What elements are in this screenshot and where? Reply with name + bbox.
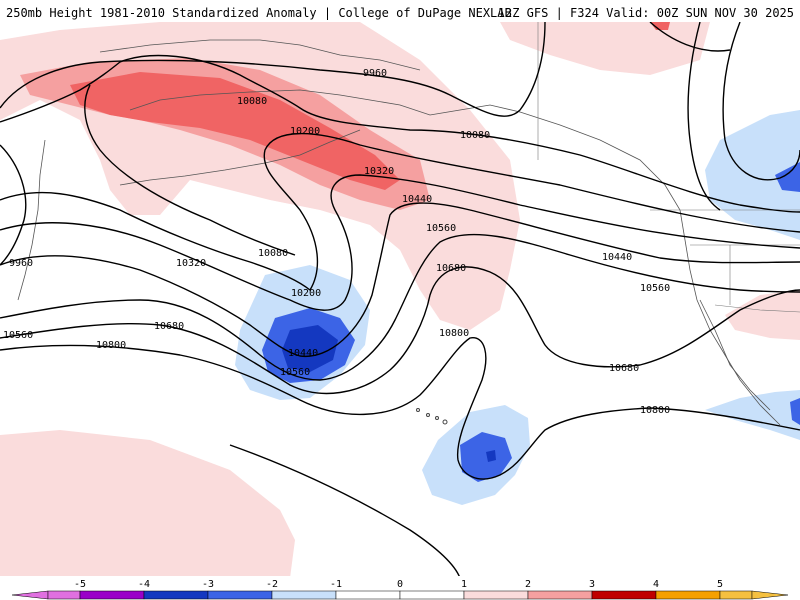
anomaly-map: 9960 9960 10080 10080 10080 10200 10200 … [0, 22, 800, 578]
coastline-alaska [129, 89, 686, 241]
anomaly-region-pos3 [70, 72, 400, 190]
hawaii-islands [416, 408, 448, 425]
colorbar-segment-zero-neg [335, 590, 401, 600]
contour-east-loop-2 [722, 22, 800, 181]
coastline-west-us [684, 239, 781, 426]
anomaly-region-neg2-nw [775, 162, 800, 192]
contour-label: 10800 [439, 328, 469, 339]
contour-10800 [0, 337, 800, 480]
colorbar-tick-label: 0 [397, 579, 403, 590]
model-run-info: 12Z GFS | F324 Valid: 00Z SUN NOV 30 202… [497, 6, 794, 20]
coastline-kamchatka [17, 139, 46, 301]
colorbar-segment-neg4 [79, 590, 145, 600]
contour-9960-west [0, 144, 27, 266]
colorbar-segment-neg1 [271, 590, 337, 600]
coastline-bering-north [99, 39, 421, 71]
contour-label: 10320 [364, 166, 394, 177]
colorbar-segment-pos5 [719, 590, 753, 600]
colorbar-segment-pos2 [527, 590, 593, 600]
contour-10320 [0, 174, 800, 311]
anomaly-region-neg3-pacific [282, 325, 338, 372]
colorbar-segment-neg2 [207, 590, 273, 600]
contour-label: 10440 [288, 348, 318, 359]
colorbar-segments [11, 590, 789, 600]
colorbar-segment-zero-pos [399, 590, 465, 600]
colorbar-tick-label: -5 [74, 579, 86, 590]
contour-label: 10680 [154, 321, 184, 332]
contour-label: 10680 [609, 363, 639, 374]
anomaly-colorbar: -5 -4 -3 -2 -1 0 1 2 3 4 5 [0, 576, 800, 600]
colorbar-tick-label: 5 [717, 579, 723, 590]
colorbar-tick-label: 2 [525, 579, 531, 590]
anomaly-region-neg1-se [705, 390, 800, 440]
contour-label: 9960 [363, 68, 387, 79]
contour-label: 10200 [291, 288, 321, 299]
colorbar-segment-pos3 [591, 590, 657, 600]
contour-label: 10440 [602, 252, 632, 263]
negative-anomaly-shading [235, 110, 800, 505]
contour-label: 10320 [176, 258, 206, 269]
contour-label: 10560 [280, 367, 310, 378]
contour-label: 10560 [426, 223, 456, 234]
contour-label: 10080 [258, 248, 288, 259]
colorbar-tick-label: -3 [202, 579, 214, 590]
anomaly-region-pos3-ne [650, 22, 670, 30]
contour-label: 10080 [237, 96, 267, 107]
contour-10560 [0, 233, 800, 381]
contour-east-loop [687, 22, 721, 211]
anomaly-region-neg3-hawaii [486, 450, 496, 462]
colorbar-segment-neg3 [143, 590, 209, 600]
colorbar-segment-neg5 [47, 590, 81, 600]
colorbar-tick-label: -4 [138, 579, 150, 590]
colorbar-tick-label: -1 [330, 579, 342, 590]
anomaly-region-neg2-hawaii [460, 432, 512, 482]
colorbar-tick-label: 3 [589, 579, 595, 590]
contour-10200 [0, 132, 800, 292]
colorbar-segment-pos5-arrow [751, 590, 789, 600]
colorbar-segment-pos1 [463, 590, 529, 600]
contour-ne-corner [649, 22, 731, 52]
positive-anomaly-shading [0, 22, 800, 578]
colorbar-tick-label: -2 [266, 579, 278, 590]
coastline-aleutians [119, 129, 361, 186]
contour-10440 [0, 202, 800, 357]
map-header: 250mb Height 1981-2010 Standardized Anom… [0, 0, 800, 22]
anomaly-region-pos1-ne [500, 22, 710, 75]
coastlines [17, 39, 781, 426]
contour-label: 10080 [460, 130, 490, 141]
contour-label: 10800 [640, 405, 670, 416]
contour-label: 10440 [402, 194, 432, 205]
colorbar-tick-labels: -5 -4 -3 -2 -1 0 1 2 3 4 5 [74, 579, 723, 590]
anomaly-region-neg1-nw [705, 110, 800, 240]
contour-label: 10200 [290, 126, 320, 137]
contour-label: 10680 [436, 263, 466, 274]
contour-10080-curl [84, 84, 296, 256]
contour-label: 10560 [3, 330, 33, 341]
anomaly-region-pos1-mexico [725, 290, 800, 340]
height-contours [0, 22, 800, 578]
colorbar-tick-label: 1 [461, 579, 467, 590]
contour-label: 10560 [640, 283, 670, 294]
contour-labels: 9960 9960 10080 10080 10080 10200 10200 … [3, 68, 670, 416]
contour-label: 10800 [96, 340, 126, 351]
colorbar-tick-label: 4 [653, 579, 659, 590]
anomaly-region-pos1-sw [0, 430, 295, 578]
map-title: 250mb Height 1981-2010 Standardized Anom… [6, 6, 512, 20]
contour-9960 [0, 22, 546, 117]
coastline-mexico [699, 299, 771, 411]
colorbar-segment-pos4 [655, 590, 721, 600]
contour-se [229, 444, 461, 578]
contour-label: 9960 [9, 258, 33, 269]
contour-10080 [0, 54, 800, 213]
border-us-mexico [714, 304, 800, 313]
anomaly-region-neg2-se [790, 398, 800, 425]
contour-10680 [0, 266, 800, 395]
